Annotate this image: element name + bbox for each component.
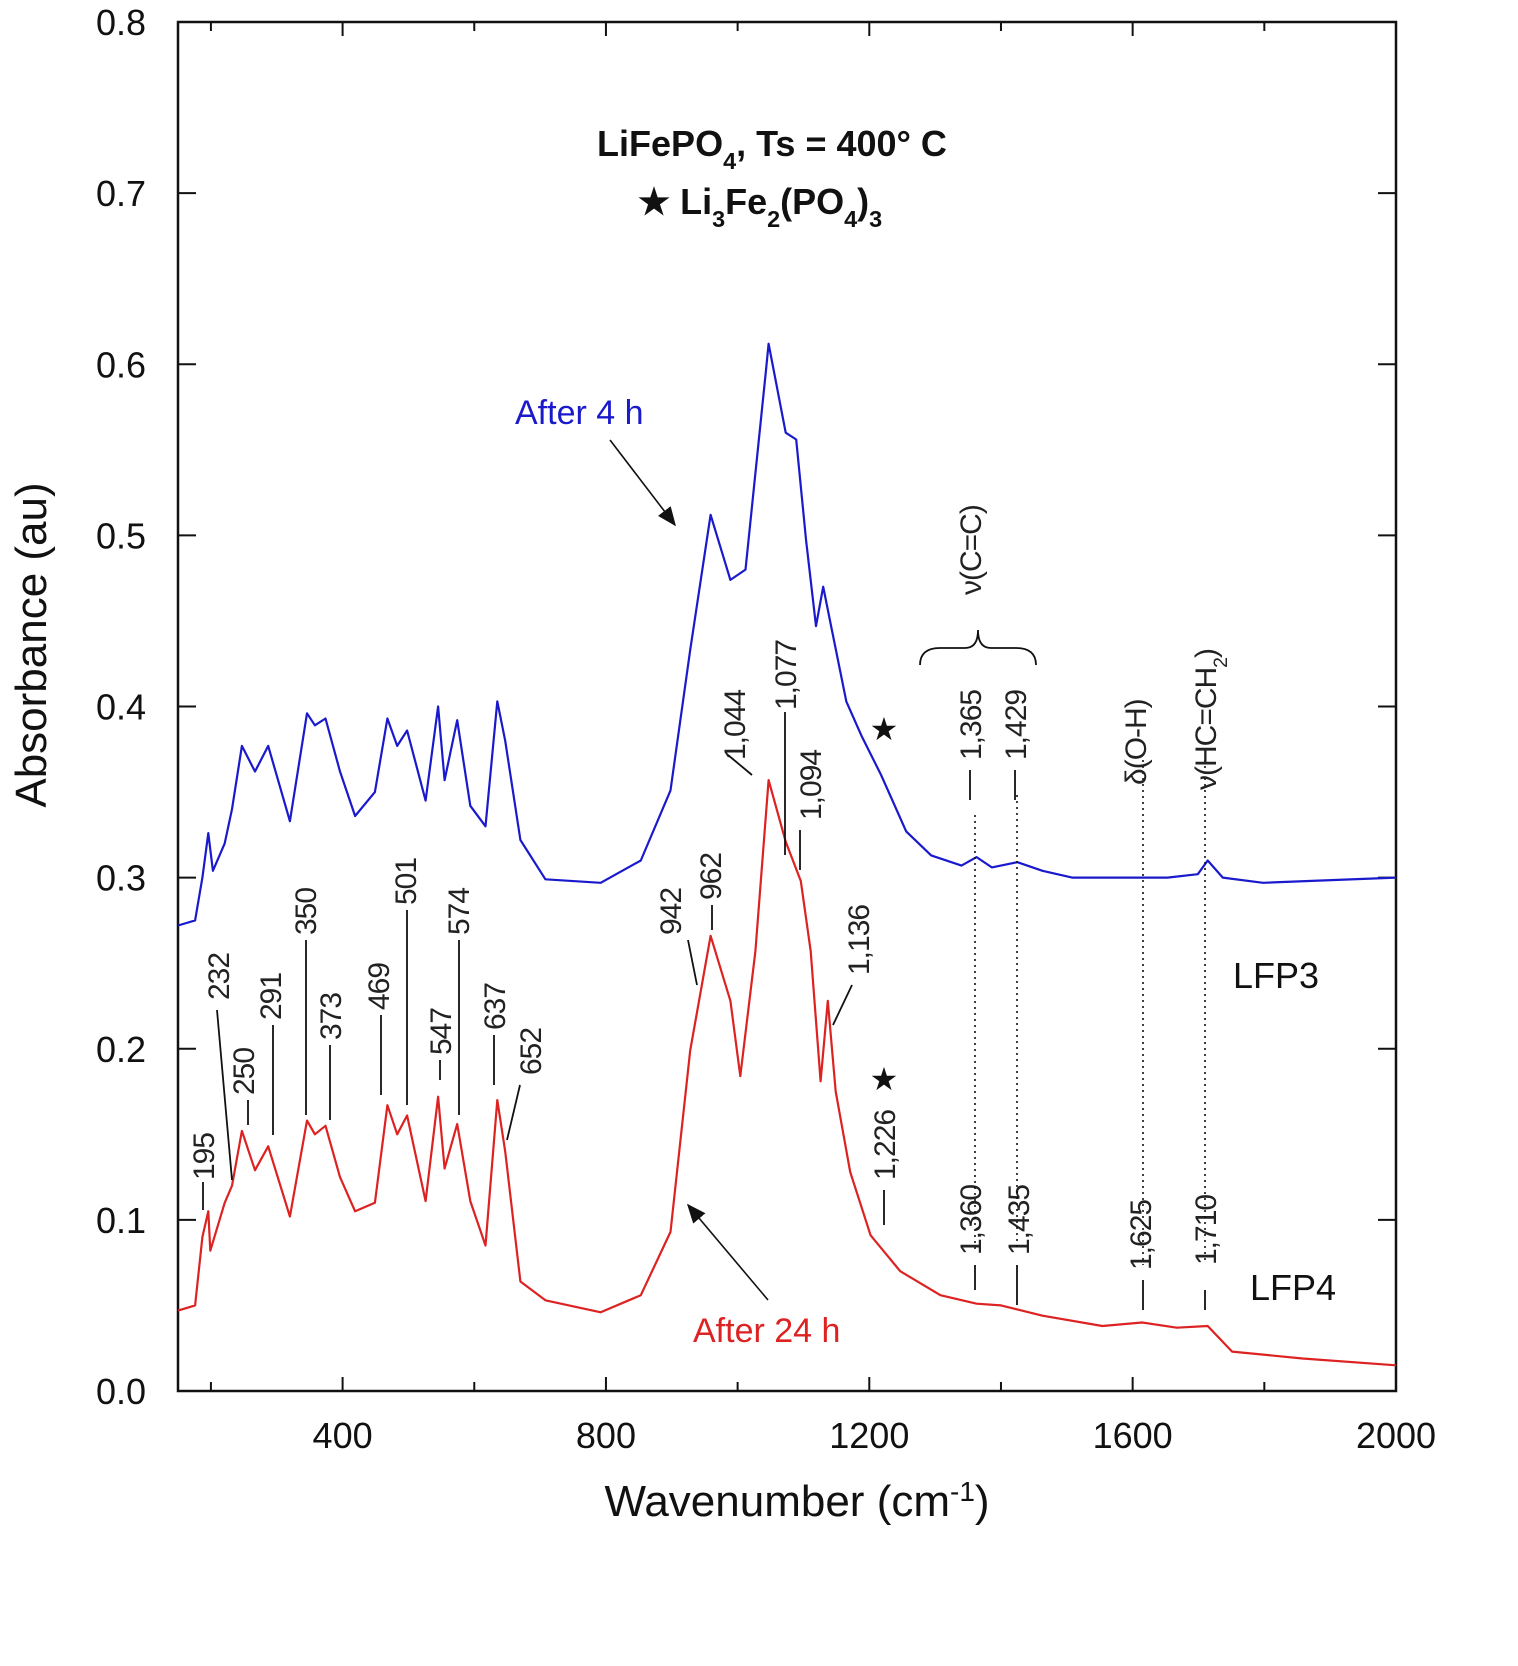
- peak-label: 373: [315, 993, 348, 1040]
- peak-annotation: 1,044: [719, 690, 753, 776]
- peak-annotation: 942: [655, 888, 698, 986]
- peak-leader-line: [687, 939, 698, 986]
- peak-annotation: 652: [506, 1028, 548, 1141]
- series-line-lfp4: [177, 779, 1397, 1367]
- peak-label: 962: [695, 853, 728, 900]
- chart-title-line1: LiFePO4, Ts = 400° C: [597, 123, 947, 174]
- x-axis-label: Wavenumber (cm-1): [604, 1476, 989, 1527]
- band-label: ν(C=C): [955, 505, 988, 595]
- peak-annotation: 574: [443, 888, 476, 1115]
- peak-annotation: 373: [315, 993, 348, 1120]
- peak-label: 195: [188, 1133, 221, 1180]
- peak-label: 291: [255, 973, 288, 1020]
- chart-title-line2: ★ Li3Fe2(PO4)3: [638, 181, 882, 232]
- peak-label: 1,044: [719, 690, 752, 760]
- x-tick-label: 1600: [1093, 1415, 1173, 1456]
- peak-label: 232: [203, 953, 236, 1000]
- annotations: LFP3 After 4 h LFP4 After 24 h 195 232 250 291 3…: [188, 394, 1336, 1350]
- axis-ticks: 400 800 1200 1600 2000 0.0 0.1 0.2 0.3 0.4 0.5 0.6 0…: [96, 2, 1436, 1456]
- y-tick-label: 0.5: [96, 515, 146, 556]
- peak-annotation: 1,435: [1003, 795, 1036, 1305]
- peak-annotation: 350: [290, 888, 323, 1115]
- peak-label: 1,625: [1125, 1200, 1158, 1270]
- y-axis-label: Absorbance (au): [7, 482, 56, 807]
- peak-label: 1,094: [795, 750, 828, 820]
- peak-annotation: 1,429: [1000, 690, 1033, 800]
- peak-annotation: 962: [695, 853, 728, 930]
- x-tick-label: 1200: [829, 1415, 909, 1456]
- series-label-lfp3: LFP3: [1233, 955, 1319, 996]
- y-tick-label: 0.1: [96, 1200, 146, 1241]
- peak-annotation: 637: [479, 983, 512, 1085]
- peak-annotation: 469: [363, 963, 396, 1095]
- peak-label: 1,226: [869, 1110, 902, 1180]
- peak-label: 1,077: [770, 640, 803, 710]
- x-tick-label: 2000: [1356, 1415, 1436, 1456]
- series-label-lfp4: LFP4: [1250, 1267, 1336, 1308]
- x-tick-label: 400: [313, 1415, 373, 1456]
- peak-annotation: 1,136: [832, 905, 876, 1026]
- series-group: [177, 342, 1397, 1367]
- peak-leader-line: [727, 754, 753, 776]
- peak-label: 652: [515, 1028, 548, 1075]
- y-tick-label: 0.8: [96, 2, 146, 43]
- y-tick-label: 0.4: [96, 687, 146, 728]
- peak-annotation: 1,365: [955, 690, 988, 800]
- peak-annotation: 1,625: [1125, 760, 1158, 1310]
- band-label: ν(HC=CH2): [1190, 649, 1232, 790]
- peak-label: 1,136: [843, 905, 876, 975]
- band-label: δ(O-H): [1120, 699, 1153, 785]
- series-annotation: After 24 h: [693, 1312, 840, 1350]
- x-tick-label: 800: [576, 1415, 636, 1456]
- star-icon: ★: [870, 1061, 899, 1097]
- peak-annotation: 1,360: [955, 815, 988, 1290]
- peak-label: 637: [479, 983, 512, 1030]
- peak-leader-line: [832, 984, 853, 1026]
- peak-label: 469: [363, 963, 396, 1010]
- y-tick-label: 0.6: [96, 344, 146, 385]
- peak-label: 1,429: [1000, 690, 1033, 760]
- peak-annotation: 291: [255, 973, 288, 1135]
- peak-label: 250: [228, 1048, 261, 1095]
- peak-label: 942: [655, 888, 688, 935]
- peak-annotation: 1,710: [1190, 760, 1223, 1310]
- y-tick-label: 0.2: [96, 1029, 146, 1070]
- peak-leader-line: [506, 1084, 521, 1141]
- arrow-icon: [686, 1203, 769, 1301]
- peak-annotation: 195: [188, 1133, 221, 1210]
- y-tick-label: 0.3: [96, 858, 146, 899]
- peak-annotation: 501: [390, 858, 423, 1105]
- peak-annotation: 1,226: [869, 1110, 902, 1225]
- peak-annotation: 1,077: [770, 640, 803, 855]
- peak-label: 574: [443, 888, 476, 935]
- peak-label: 1,710: [1190, 1195, 1223, 1265]
- arrow-icon: [609, 439, 676, 527]
- brace-icon: [919, 629, 1037, 666]
- star-icon: ★: [870, 711, 899, 747]
- y-tick-label: 0.0: [96, 1371, 146, 1412]
- peak-label: 350: [290, 888, 323, 935]
- peak-label: 1,365: [955, 690, 988, 760]
- series-line-lfp3: [177, 342, 1397, 927]
- y-tick-label: 0.7: [96, 173, 146, 214]
- peak-annotation: 250: [228, 1048, 261, 1125]
- peak-label: 1,360: [955, 1185, 988, 1255]
- peak-annotation: 1,094: [795, 750, 828, 870]
- peak-label: 1,435: [1003, 1185, 1036, 1255]
- peak-label: 501: [390, 858, 423, 905]
- peak-annotation: 547: [425, 1008, 458, 1080]
- series-annotation: After 4 h: [515, 394, 644, 432]
- peak-leader-line: [216, 1009, 233, 1181]
- peak-label: 547: [425, 1008, 458, 1055]
- peak-annotation: 232: [203, 953, 236, 1181]
